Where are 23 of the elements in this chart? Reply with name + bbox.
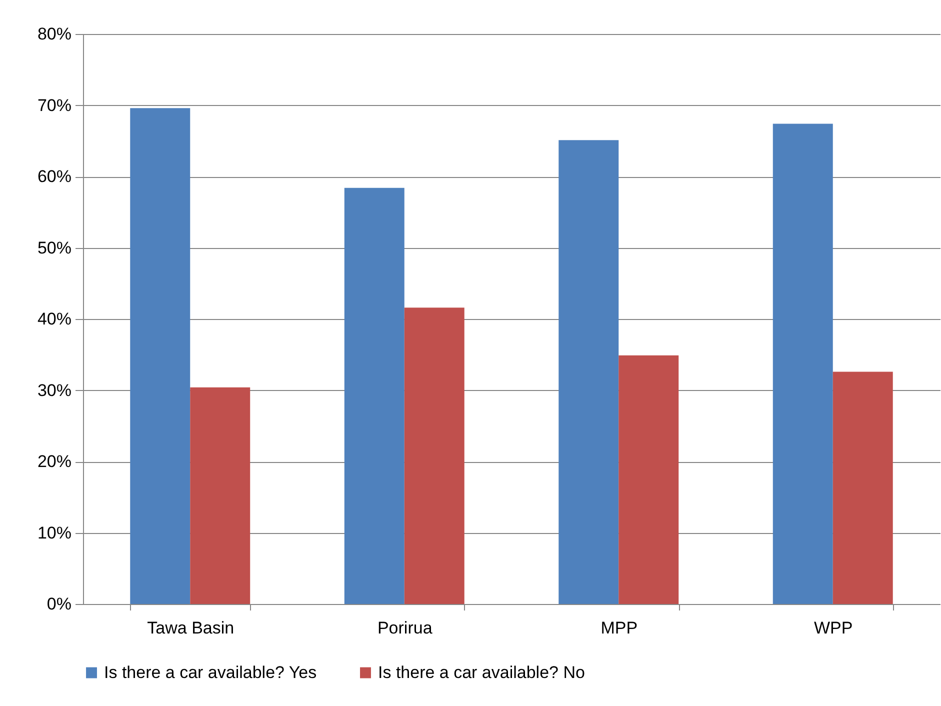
y-tick-label: 40% xyxy=(37,310,72,328)
bar xyxy=(344,188,404,604)
y-tick-label: 70% xyxy=(37,96,72,115)
bar xyxy=(558,140,619,604)
x-tick-label: MPP xyxy=(600,618,638,638)
legend-label: Is there a car available? Yes xyxy=(104,662,317,682)
y-tick-label: 20% xyxy=(37,452,72,471)
x-tick-label: WPP xyxy=(814,618,853,638)
bar xyxy=(832,372,893,604)
x-tick-label: Tawa Basin xyxy=(147,618,234,638)
y-tick-label: 0% xyxy=(46,594,72,614)
y-tick-label: 30% xyxy=(37,380,72,400)
y-tick-label: 50% xyxy=(37,238,72,258)
bar xyxy=(130,108,190,604)
y-tick-label: 10% xyxy=(37,523,72,542)
bar xyxy=(190,387,250,604)
legend-label: Is there a car available? No xyxy=(378,662,585,682)
x-tick-label: Porirua xyxy=(377,618,433,638)
y-tick-label: 80% xyxy=(37,24,72,44)
bar xyxy=(404,308,464,604)
y-tick-label: 60% xyxy=(37,167,72,186)
bar xyxy=(772,124,833,604)
bar xyxy=(618,355,679,604)
